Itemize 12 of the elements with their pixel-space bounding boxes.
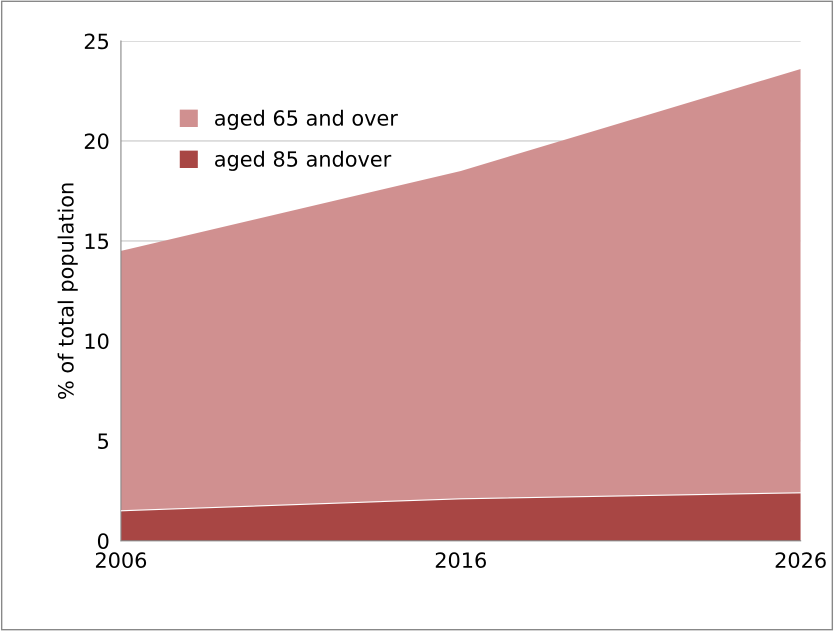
y-tick-label: 15: [86, 234, 108, 250]
y-tick-label: 0: [98, 533, 108, 549]
x-tick-label: 2016: [436, 552, 486, 568]
y-tick-label: 10: [86, 333, 108, 350]
y-tick-label: 20: [84, 133, 108, 150]
y-tick-label: 5: [98, 434, 108, 450]
legend-label: aged 85 andover: [215, 150, 392, 171]
legend-label: aged 65 and over: [215, 110, 398, 130]
x-tick-label: 2026: [776, 552, 826, 568]
y-axis-title: % of total population: [58, 184, 78, 399]
y-tick-label: 25: [84, 33, 108, 50]
x-tick-label: 2006: [96, 552, 146, 568]
